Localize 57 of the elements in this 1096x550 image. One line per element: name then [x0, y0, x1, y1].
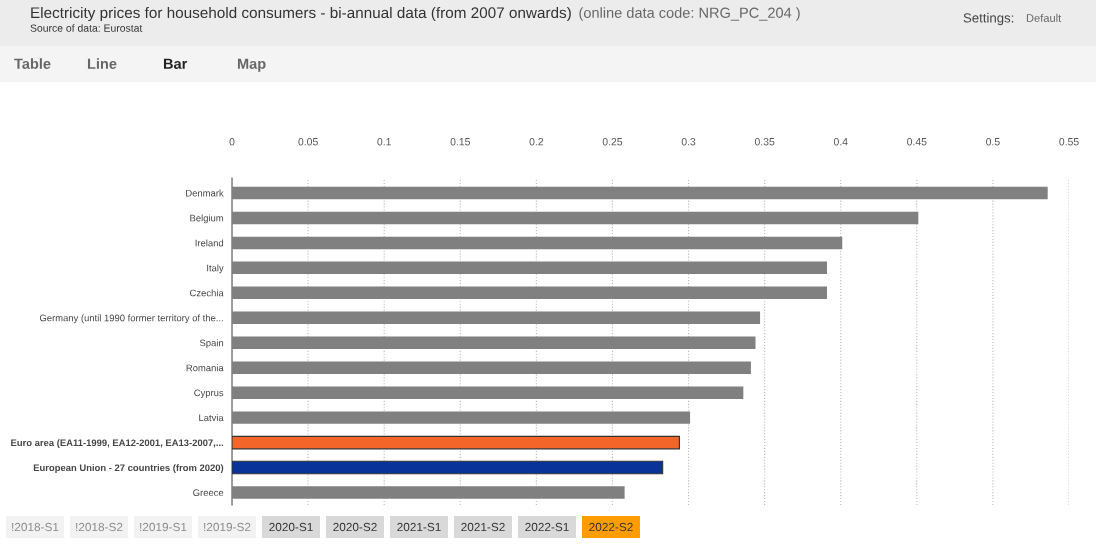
text: 2021-S1 — [397, 522, 441, 532]
bar — [232, 261, 828, 275]
text: 2020-S2 — [333, 522, 377, 532]
y-tick-label: Greece — [193, 489, 224, 497]
text: 2020-S1 — [269, 522, 313, 532]
y-tick-label: Italy — [207, 264, 224, 274]
x-tick-label: 0.4 — [833, 138, 848, 146]
y-tick-label: European Union - 27 countries (from 2020) — [33, 464, 224, 473]
bar — [232, 211, 919, 225]
x-tick-label: 0.45 — [907, 138, 927, 146]
y-tick-label: Euro area (EA11-1999, EA12-2001, EA13-2007,... — [11, 439, 224, 448]
text: Line — [87, 58, 117, 69]
x-tick-label: 0.05 — [298, 138, 318, 146]
text: !2019-S1 — [140, 522, 187, 532]
y-tick-label: Spain — [199, 339, 224, 349]
x-tick-label: 0.1 — [377, 138, 391, 146]
text: 2022-S2 — [589, 522, 633, 532]
bar — [232, 361, 751, 374]
bar — [232, 435, 680, 450]
text: Default — [1026, 13, 1062, 22]
text: !2018-S2 — [76, 522, 123, 532]
text: Map — [237, 58, 266, 72]
y-tick-label: Romania — [186, 364, 224, 372]
bar — [232, 186, 1048, 200]
x-tick-label: 0.15 — [450, 138, 470, 146]
text: !2018-S1 — [12, 522, 59, 532]
x-tick-label: 0.2 — [529, 138, 544, 146]
text: Settings: — [963, 12, 1014, 26]
chart-subtitle: (online data code: NRG_PC_204 ) — [579, 7, 800, 21]
text: Table — [14, 58, 51, 69]
y-tick-label: Latvia — [199, 414, 224, 422]
x-tick-label: 0.25 — [602, 138, 623, 146]
bar — [232, 311, 761, 325]
y-tick-label: Cyprus — [194, 389, 224, 399]
bar — [232, 460, 664, 475]
bar — [232, 286, 828, 300]
text: Bar — [163, 58, 188, 69]
bar — [232, 486, 625, 499]
x-tick-label: 0.5 — [986, 138, 1000, 146]
chart-title: Electricity prices for household consumers - bi-annual data (from 2007 onwards) — [31, 6, 571, 22]
y-tick-label: Denmark — [186, 189, 224, 197]
text: !2019-S2 — [204, 522, 251, 532]
x-tick-label: 0.35 — [754, 138, 775, 146]
x-tick-label: 0.3 — [681, 138, 696, 146]
y-tick-label: Belgium — [190, 214, 224, 224]
x-tick-label: 0 — [229, 138, 235, 146]
bar — [232, 236, 843, 250]
y-tick-label: Ireland — [195, 239, 224, 247]
bar — [232, 386, 744, 399]
y-tick-label: Czechia — [190, 289, 224, 297]
source-note: Source of data: Eurostat — [30, 24, 143, 32]
bar — [232, 336, 756, 349]
x-tick-label: 0.55 — [1059, 138, 1079, 146]
bar — [232, 411, 691, 424]
text: 2021-S2 — [461, 522, 505, 532]
y-tick-label: Germany (until 1990 former territory of the... — [39, 314, 223, 324]
text: 2022-S1 — [525, 522, 569, 532]
